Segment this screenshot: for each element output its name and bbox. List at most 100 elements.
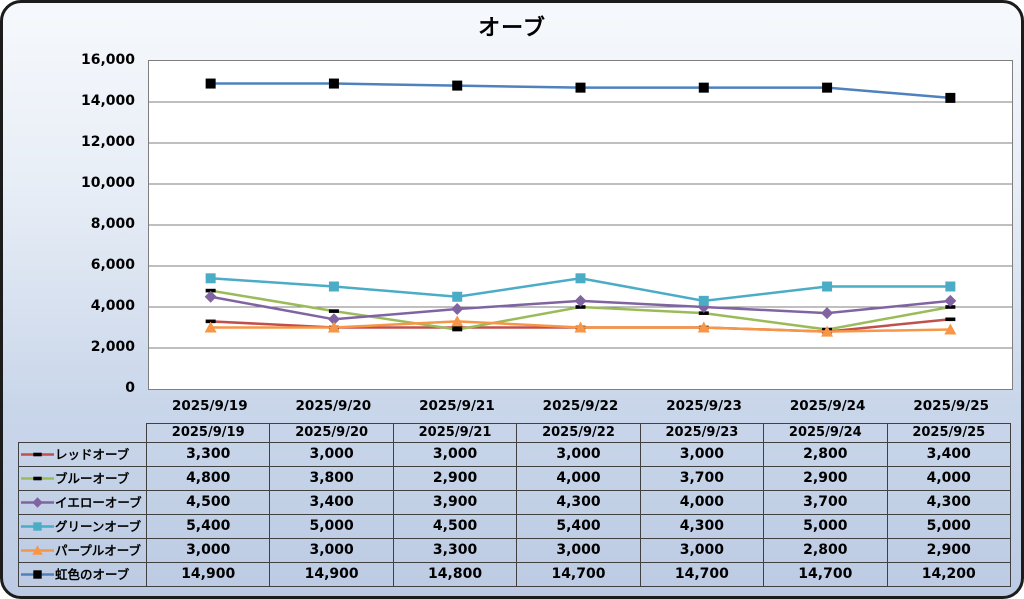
value-cell: 3,000	[269, 442, 394, 467]
value-cell: 3,400	[269, 490, 394, 515]
y-axis-tick-label: 10,000	[80, 175, 135, 191]
line-chart	[149, 78, 1012, 349]
table-header-date: 2025/9/20	[269, 423, 394, 443]
value-cell: 2,900	[763, 466, 888, 491]
legend-cell: 虹色のオーブ	[18, 562, 147, 587]
value-cell: 4,300	[639, 514, 765, 539]
value-cell: 4,000	[639, 490, 765, 515]
y-axis-tick-label: 8,000	[90, 216, 135, 232]
table-header-date: 2025/9/23	[639, 423, 765, 443]
value-cell: 14,700	[516, 562, 641, 587]
value-cell: 4,300	[516, 490, 641, 515]
table-row: 虹色のオーブ 14,900 14,900 14,800 14,700 14,700 14,7…	[18, 562, 1012, 587]
data-point-marker	[575, 82, 586, 93]
series-name-label: レッドオーブ	[55, 447, 130, 462]
x-axis-label: 2025/9/24	[789, 398, 866, 414]
value-cell: 5,400	[145, 514, 271, 539]
value-cell: 2,900	[886, 538, 1012, 563]
y-axis-tick-label: 4,000	[90, 298, 135, 314]
value-cell: 3,000	[639, 538, 765, 563]
data-point-marker	[33, 452, 42, 457]
value-cell: 2,800	[763, 538, 888, 563]
legend-key-icon	[21, 522, 54, 531]
y-axis-tick-label: 6,000	[90, 257, 135, 273]
value-cell: 3,000	[269, 538, 394, 563]
value-cell: 4,500	[392, 514, 518, 539]
series-name-label: 虹色のオーブ	[55, 567, 130, 582]
legend-cell: レッドオーブ	[18, 442, 147, 467]
table-header-date: 2025/9/22	[516, 423, 641, 443]
value-cell: 3,400	[886, 442, 1012, 467]
value-cell: 3,800	[269, 466, 394, 491]
y-axis-tick-label: 2,000	[90, 339, 135, 355]
data-point-marker	[575, 273, 586, 284]
value-cell: 5,400	[516, 514, 641, 539]
value-cell: 3,000	[145, 538, 271, 563]
table-header-date: 2025/9/25	[886, 423, 1012, 443]
series-name-label: ブルーオーブ	[55, 471, 130, 486]
value-cell: 4,800	[145, 466, 271, 491]
data-point-marker	[328, 78, 339, 89]
value-cell: 4,000	[516, 466, 641, 491]
table-row: イエローオーブ 4,500 3,400 3,900 4,300 4,000 3,700 4,3…	[18, 490, 1012, 515]
value-cell: 4,500	[145, 490, 271, 515]
data-point-marker	[328, 309, 339, 313]
y-axis-tick-label: 16,000	[80, 52, 135, 68]
data-point-marker	[698, 82, 709, 93]
value-cell: 2,900	[392, 466, 518, 491]
data-point-marker	[822, 281, 833, 292]
legend-key-icon	[21, 497, 54, 508]
y-axis-tick-label: 14,000	[80, 93, 135, 109]
value-cell: 5,000	[269, 514, 394, 539]
legend-cell: ブルーオーブ	[18, 466, 147, 491]
data-point-marker	[204, 321, 217, 333]
data-point-marker	[205, 288, 216, 293]
table-row: パープルオーブ 3,000 3,000 3,300 3,000 3,000 2,800 2,9…	[18, 538, 1012, 563]
value-cell: 3,700	[639, 466, 765, 491]
x-axis-label: 2025/9/23	[666, 398, 742, 414]
x-axis-label: 2025/9/25	[913, 398, 990, 414]
series-name-label: パープルオーブ	[55, 543, 142, 558]
data-point-marker	[452, 325, 463, 330]
data-point-marker	[945, 305, 956, 309]
legend-key-icon	[21, 452, 54, 457]
data-table: 2025/9/19 2025/9/20 2025/9/21 2025/9/22 2025…	[18, 423, 1012, 587]
legend-cell: パープルオーブ	[18, 538, 147, 563]
data-point-marker	[574, 294, 587, 307]
table-header-date: 2025/9/21	[392, 423, 518, 443]
data-point-marker	[451, 303, 464, 316]
value-cell: 14,800	[392, 562, 518, 587]
value-cell: 14,200	[886, 562, 1012, 587]
data-point-marker	[451, 315, 464, 327]
data-point-marker	[32, 545, 43, 555]
data-point-marker	[452, 80, 463, 91]
chart-title: オーブ	[478, 16, 546, 41]
series-パープルオーブ	[204, 315, 957, 337]
data-point-marker	[205, 78, 216, 89]
value-cell: 3,700	[763, 490, 888, 515]
data-point-marker	[822, 82, 833, 93]
value-cell: 14,700	[763, 562, 888, 587]
value-cell: 3,000	[516, 442, 641, 467]
y-axis-tick-label: 12,000	[80, 134, 135, 150]
data-point-marker	[328, 281, 339, 292]
value-cell: 3,000	[392, 442, 518, 467]
data-point-marker	[821, 325, 834, 337]
data-point-marker	[452, 291, 463, 302]
data-point-marker	[944, 294, 957, 307]
x-axis-label: 2025/9/22	[542, 398, 619, 414]
plot-area	[148, 60, 1013, 390]
series-虹色のオーブ	[205, 78, 956, 103]
table-row: ブルーオーブ 4,800 3,800 2,900 4,000 3,700 2,900 4,00…	[18, 466, 1012, 491]
table-header-date: 2025/9/19	[145, 423, 271, 443]
value-cell: 4,300	[886, 490, 1012, 515]
data-point-marker	[33, 570, 42, 579]
legend-cell: イエローオーブ	[18, 490, 147, 515]
data-point-marker	[698, 311, 709, 315]
value-cell: 14,900	[269, 562, 394, 587]
table-row: レッドオーブ 3,300 3,000 3,000 3,000 3,000 2,800 3,40…	[18, 442, 1012, 467]
x-axis-labels: 2025/9/19 2025/9/20 2025/9/21 2025/9/22 2025…	[148, 394, 1013, 418]
value-cell: 3,000	[639, 442, 765, 467]
value-cell: 14,700	[639, 562, 765, 587]
